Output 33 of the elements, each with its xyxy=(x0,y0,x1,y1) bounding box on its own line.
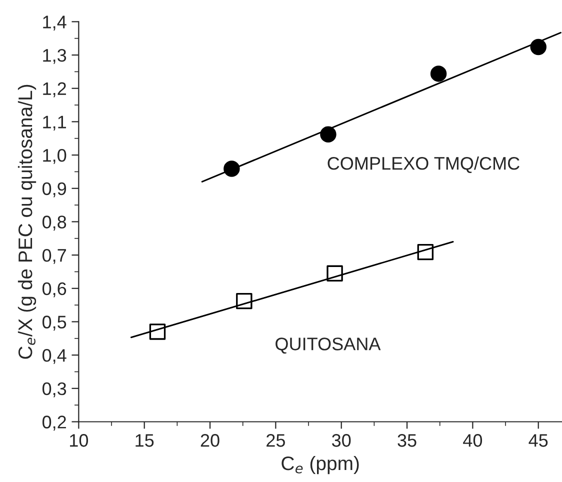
y-tick-label: 1,4 xyxy=(43,16,66,31)
point xyxy=(236,292,252,310)
x-tick-label: 25 xyxy=(266,434,285,447)
series-label: COMPLEXO TMQ/CMC xyxy=(328,156,520,174)
point xyxy=(430,66,447,82)
y-tick-label: 0,9 xyxy=(42,182,66,198)
point xyxy=(224,160,240,177)
point xyxy=(326,265,343,282)
x-tick-label: 35 xyxy=(398,434,416,447)
y-tick-label: 0,2 xyxy=(42,416,66,431)
y-tick-label: 0,7 xyxy=(42,248,66,264)
x-tick-label: 20 xyxy=(200,434,220,447)
point xyxy=(149,324,166,340)
y-tick-label: 1,3 xyxy=(43,48,66,64)
x-tick-label: 40 xyxy=(463,434,482,447)
y-tick-label: 1,2 xyxy=(43,82,66,98)
y-tick-label: 1,1 xyxy=(43,116,66,131)
point xyxy=(320,126,336,142)
x-axis-title: C$_{e}$ (ppm) xyxy=(282,456,359,474)
x-tick-label: 10 xyxy=(70,434,88,447)
y-tick-label: 1,0 xyxy=(43,148,66,164)
x-tick-label: 45 xyxy=(528,434,548,447)
y-axis-title: C$_{e}$/X (g de PEC ou quitosana/L) xyxy=(18,84,36,359)
y-tick-label: 0,8 xyxy=(42,216,66,231)
point xyxy=(530,38,546,56)
y-tick-label: 0,5 xyxy=(42,316,66,331)
x-tick-label: 15 xyxy=(136,434,154,447)
x-tick-label: 30 xyxy=(332,434,351,447)
point xyxy=(417,244,434,260)
y-tick-label: 0,4 xyxy=(42,349,66,364)
y-tick-label: 0,3 xyxy=(42,382,66,398)
y-tick-label: 0,6 xyxy=(42,282,66,298)
text: QUITOSANA xyxy=(276,338,381,354)
